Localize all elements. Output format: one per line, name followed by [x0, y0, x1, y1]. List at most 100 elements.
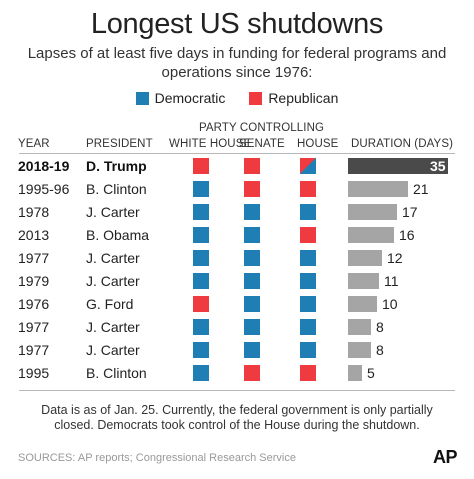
legend-item-democratic: Democratic: [135, 90, 226, 106]
white-house-party-square: [193, 273, 209, 289]
row-year: 1978: [18, 204, 50, 220]
table-row: 1978 J. Carter 17: [0, 201, 474, 224]
legend-label-democratic: Democratic: [154, 90, 226, 106]
senate-party-square: [244, 250, 260, 266]
duration-bar: [348, 227, 394, 243]
row-year: 1977: [18, 342, 50, 358]
house-party-square: [300, 319, 316, 335]
duration-label: 17: [402, 204, 418, 220]
duration-bar: [348, 319, 371, 335]
row-president: G. Ford: [86, 296, 134, 312]
duration-bar: [348, 250, 382, 266]
header-senate: SENATE: [239, 138, 285, 150]
senate-party-square: [244, 342, 260, 358]
legend-swatch-republican: [249, 91, 263, 105]
house-party-square: [300, 250, 316, 266]
header-year: YEAR: [18, 138, 50, 150]
table-row: 1976 G. Ford 10: [0, 293, 474, 316]
row-year: 1976: [18, 296, 50, 312]
senate-party-square: [244, 204, 260, 220]
legend-label-republican: Republican: [268, 90, 339, 106]
table-row: 1995 B. Clinton 5: [0, 362, 474, 385]
house-party-square: [300, 181, 316, 197]
duration-bar: [348, 342, 371, 358]
duration-label: 21: [413, 181, 429, 197]
duration-label: 5: [367, 365, 375, 381]
chart-subtitle: Lapses of at least five days in funding …: [27, 45, 447, 81]
senate-party-square: [244, 296, 260, 312]
white-house-party-square: [193, 296, 209, 312]
header-president: PRESIDENT: [86, 138, 153, 150]
duration-label: 12: [387, 250, 403, 266]
house-party-square: [300, 342, 316, 358]
header-party-controlling: PARTY CONTROLLING: [199, 122, 325, 134]
white-house-party-square: [193, 319, 209, 335]
white-house-party-square: [193, 227, 209, 243]
footer-divider: [19, 390, 455, 391]
table-row: 2013 B. Obama 16: [0, 224, 474, 247]
duration-label: 10: [382, 296, 398, 312]
table-row: 1977 J. Carter 12: [0, 247, 474, 270]
duration-bar: [348, 181, 408, 197]
row-president: D. Trump: [86, 158, 147, 174]
duration-label: 35: [430, 158, 446, 174]
legend-swatch-democratic: [135, 91, 149, 105]
header-divider: [19, 153, 455, 154]
row-year: 2013: [18, 227, 50, 243]
white-house-party-square: [193, 365, 209, 381]
table-row: 1995-96 B. Clinton 21: [0, 178, 474, 201]
duration-bar: [348, 273, 379, 289]
duration-label: 11: [384, 273, 399, 289]
house-party-square: [300, 296, 316, 312]
legend-item-republican: Republican: [249, 90, 338, 106]
duration-label: 16: [399, 227, 415, 243]
row-president: J. Carter: [86, 319, 140, 335]
row-year: 1995-96: [18, 181, 70, 197]
house-party-square: [300, 158, 316, 174]
white-house-party-square: [193, 342, 209, 358]
row-president: J. Carter: [86, 273, 140, 289]
senate-party-square: [244, 365, 260, 381]
row-president: B. Clinton: [86, 365, 147, 381]
senate-party-square: [244, 273, 260, 289]
white-house-party-square: [193, 204, 209, 220]
footnote: Data is as of Jan. 25. Currently, the fe…: [41, 403, 433, 432]
row-president: B. Obama: [86, 227, 150, 243]
row-president: J. Carter: [86, 342, 140, 358]
house-party-square: [300, 365, 316, 381]
duration-label: 8: [376, 319, 384, 335]
row-president: J. Carter: [86, 204, 140, 220]
row-president: J. Carter: [86, 250, 140, 266]
white-house-party-square: [193, 181, 209, 197]
house-party-square: [300, 227, 316, 243]
senate-party-square: [244, 227, 260, 243]
row-year: 1979: [18, 273, 50, 289]
table-row: 1977 J. Carter 8: [0, 316, 474, 339]
senate-party-square: [244, 319, 260, 335]
row-year: 2018-19: [18, 158, 70, 174]
senate-party-square: [244, 158, 260, 174]
table-row: 1979 J. Carter 11: [0, 270, 474, 293]
row-year: 1995: [18, 365, 50, 381]
row-president: B. Clinton: [86, 181, 147, 197]
duration-bar: [348, 204, 397, 220]
white-house-party-square: [193, 158, 209, 174]
duration-bar: [348, 158, 448, 174]
duration-bar: [348, 365, 362, 381]
table-row: 2018-19 D. Trump 35: [0, 155, 474, 178]
sources: SOURCES: AP reports; Congressional Resea…: [18, 452, 296, 464]
ap-logo: AP: [433, 447, 458, 467]
senate-party-square: [244, 181, 260, 197]
chart-title: Longest US shutdowns: [90, 8, 384, 40]
header-duration: DURATION (DAYS): [351, 138, 454, 150]
table-row: 1977 J. Carter 8: [0, 339, 474, 362]
header-house: HOUSE: [297, 138, 339, 150]
house-party-square: [300, 204, 316, 220]
legend: Democratic Republican: [0, 90, 474, 108]
row-year: 1977: [18, 250, 50, 266]
duration-label: 8: [376, 342, 384, 358]
row-year: 1977: [18, 319, 50, 335]
header-white-house: WHITE HOUSE: [169, 138, 252, 150]
white-house-party-square: [193, 250, 209, 266]
house-party-square: [300, 273, 316, 289]
